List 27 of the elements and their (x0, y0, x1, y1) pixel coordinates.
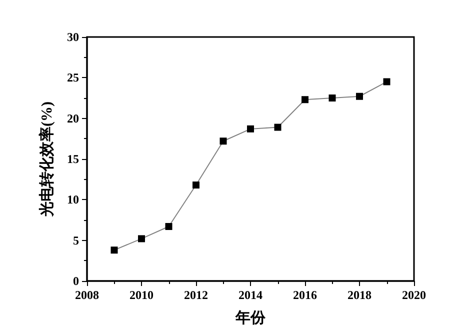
y-tick-label: 20 (67, 111, 79, 126)
y-tick-label: 0 (73, 274, 79, 288)
y-axis-title: 光电转化效率(%) (38, 102, 56, 218)
x-tick-label: 2018 (348, 288, 372, 302)
y-tick-label: 5 (73, 233, 79, 248)
y-tick-label: 30 (67, 30, 79, 44)
x-tick-label: 2008 (75, 288, 99, 302)
point (220, 138, 227, 145)
point (110, 246, 118, 254)
point (247, 125, 254, 132)
point (274, 124, 282, 131)
x-tick-label: 2010 (130, 288, 154, 302)
x-axis-title: 年份 (234, 310, 266, 326)
point (356, 92, 363, 100)
x-tick-label: 2016 (293, 288, 317, 302)
y-tick-label: 25 (67, 70, 79, 85)
x-tick-label: 2020 (402, 288, 426, 302)
point (383, 78, 390, 86)
point (138, 235, 145, 242)
point (302, 96, 308, 104)
point (192, 182, 200, 189)
point (328, 94, 336, 102)
point (165, 223, 172, 230)
y-tick-label: 10 (67, 192, 79, 207)
y-tick-label: 15 (67, 152, 79, 166)
x-tick-label: 2012 (184, 288, 208, 302)
x-tick-label: 2014 (238, 288, 262, 302)
